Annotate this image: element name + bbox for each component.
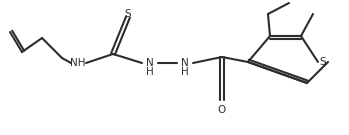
Text: S: S — [320, 57, 326, 67]
Text: O: O — [218, 105, 226, 115]
Text: S: S — [125, 9, 131, 19]
Text: H: H — [146, 67, 154, 77]
Text: N: N — [146, 58, 154, 68]
Text: N: N — [181, 58, 189, 68]
Text: NH: NH — [70, 58, 86, 68]
Text: H: H — [181, 67, 189, 77]
